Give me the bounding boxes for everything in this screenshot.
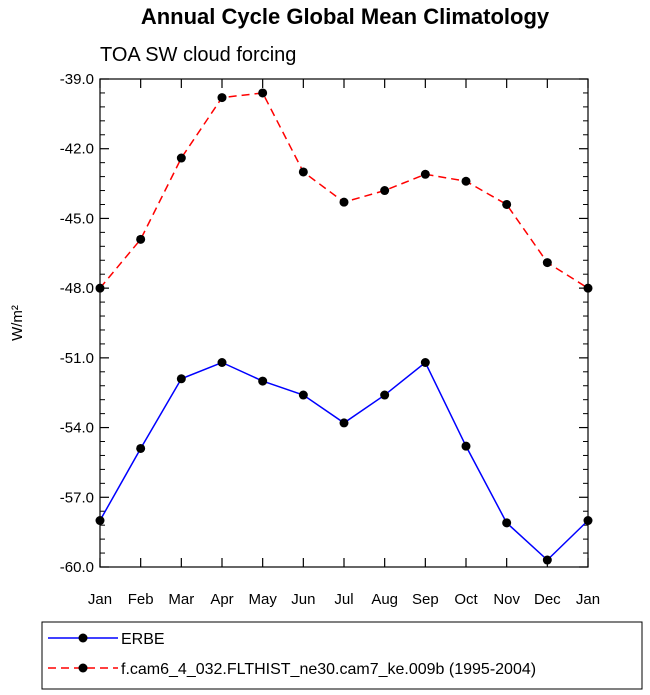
x-tick-label: Nov <box>493 591 520 608</box>
data-point-s1-2 <box>176 153 186 163</box>
legend-label-model: f.cam6_4_032.FLTHIST_ne30.cam7_ke.009b (… <box>121 661 536 678</box>
x-tick-label: Dec <box>534 591 561 608</box>
data-point-s1-1 <box>136 234 146 244</box>
data-point-s1-12 <box>583 283 593 293</box>
data-point-s1-11 <box>542 258 552 268</box>
chart-subtitle: TOA SW cloud forcing <box>100 44 296 66</box>
plot-frame <box>99 78 589 568</box>
x-tick-label: Jan <box>576 591 600 608</box>
data-point-s1-5 <box>298 167 308 177</box>
x-tick-label: Oct <box>454 591 478 608</box>
data-point-s0-5 <box>298 390 308 400</box>
y-tick-label: -48.0 <box>60 280 94 297</box>
data-point-s0-9 <box>461 441 471 451</box>
data-point-s1-8 <box>420 169 430 179</box>
x-tick-label: Sep <box>412 591 439 608</box>
data-point-s1-3 <box>217 93 227 103</box>
y-axis-label: W/m² <box>9 305 26 341</box>
y-tick-label: -57.0 <box>60 489 94 506</box>
series-group <box>95 88 593 565</box>
chart-title: Annual Cycle Global Mean Climatology <box>141 4 550 29</box>
x-tick-label: Feb <box>128 591 154 608</box>
data-point-s1-7 <box>380 186 390 196</box>
x-tick-label: Aug <box>371 591 398 608</box>
series-line-1 <box>99 92 589 289</box>
y-tick-label: -42.0 <box>60 141 94 158</box>
data-point-s0-12 <box>583 516 593 526</box>
y-tick-label: -51.0 <box>60 350 94 367</box>
x-tick-label: Mar <box>168 591 194 608</box>
data-point-s0-11 <box>542 555 552 565</box>
x-tick-label: Jul <box>334 591 353 608</box>
y-tick-label: -54.0 <box>60 420 94 437</box>
data-point-s0-6 <box>339 418 349 428</box>
y-tick-label: -60.0 <box>60 559 94 576</box>
data-point-s0-2 <box>176 374 186 384</box>
data-point-s0-7 <box>380 390 390 400</box>
data-point-s0-10 <box>502 518 512 528</box>
data-point-s1-4 <box>258 88 268 98</box>
y-tick-label: -45.0 <box>60 210 94 227</box>
data-point-s1-0 <box>95 283 105 293</box>
data-point-s1-6 <box>339 197 349 207</box>
x-tick-label: May <box>248 591 277 608</box>
x-tick-label: Jun <box>291 591 315 608</box>
legend-marker-erbe <box>78 633 88 643</box>
series-line-0 <box>99 361 589 562</box>
data-point-s0-3 <box>217 358 227 368</box>
data-point-s1-10 <box>502 199 512 209</box>
legend-marker-model <box>78 663 88 673</box>
legend: ERBE f.cam6_4_032.FLTHIST_ne30.cam7_ke.0… <box>41 621 643 690</box>
legend-label-erbe: ERBE <box>121 631 165 648</box>
data-point-s1-9 <box>461 176 471 186</box>
data-point-s0-0 <box>95 516 105 526</box>
x-tick-label: Jan <box>88 591 112 608</box>
x-tick-label: Apr <box>210 591 233 608</box>
axes-group: -39.0 -42.0 -45.0 -48.0 -51.0 -54.0 -57.0 -60.0… <box>60 71 600 608</box>
data-point-s0-4 <box>258 376 268 386</box>
data-point-s0-8 <box>420 358 430 368</box>
y-tick-label: -39.0 <box>60 71 94 88</box>
legend-box <box>41 621 643 690</box>
data-point-s0-1 <box>136 443 146 453</box>
